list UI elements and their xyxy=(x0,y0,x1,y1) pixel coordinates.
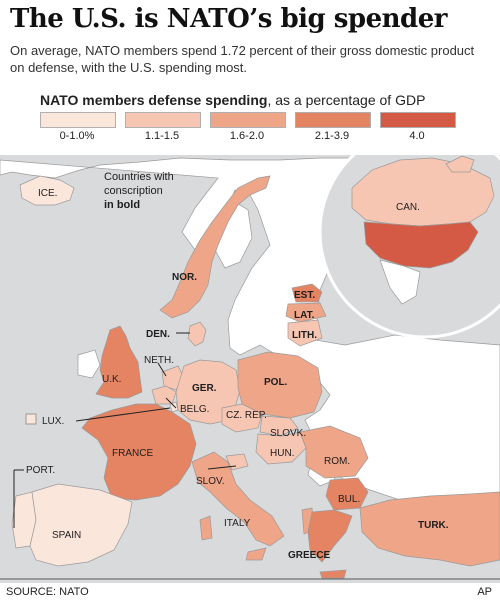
estonia xyxy=(291,283,323,303)
page-title: The U.S. is NATO’s big spender xyxy=(10,4,447,34)
label-spain: SPAIN xyxy=(52,530,81,541)
label-norway: NOR. xyxy=(172,272,197,283)
neth-leader-line xyxy=(157,362,167,377)
greece xyxy=(307,509,353,563)
iceland xyxy=(19,175,75,206)
note-line-1: Countries with xyxy=(104,171,174,183)
ireland xyxy=(77,349,101,379)
belgium xyxy=(151,385,177,405)
label-uk: U.K. xyxy=(102,374,121,385)
label-estonia: EST. xyxy=(294,290,315,301)
poland xyxy=(237,351,323,419)
legend-title-rest: , as a percentage of GDP xyxy=(267,92,426,108)
legend-label-2.1-3.9: 2.1-3.9 xyxy=(314,130,350,142)
label-luxembourg: LUX. xyxy=(42,416,64,427)
label-iceland: ICE. xyxy=(38,188,57,199)
spain xyxy=(29,483,133,567)
legend-label-1.6-2: 1.6-2.0 xyxy=(229,130,265,142)
label-slovenia: SLOV. xyxy=(196,476,225,487)
subtitle: On average, NATO members spend 1.72 perc… xyxy=(10,43,475,75)
legend-swatch-1-1.5 xyxy=(125,112,201,128)
italy xyxy=(191,451,285,547)
crete xyxy=(319,569,347,579)
lithuania xyxy=(287,319,323,347)
label-italy: ITALY xyxy=(224,518,251,529)
label-latvia: LAT. xyxy=(294,310,315,321)
note-line-2: conscription xyxy=(104,185,163,197)
united-states xyxy=(363,221,479,269)
label-hungary: HUN. xyxy=(270,448,294,459)
label-france: FRANCE xyxy=(112,448,153,459)
label-turkey: TURK. xyxy=(418,520,449,531)
united-kingdom xyxy=(95,325,143,399)
label-romania: ROM. xyxy=(324,456,350,467)
label-germany: GER. xyxy=(192,383,217,394)
label-bulgaria: BUL. xyxy=(338,494,360,505)
label-portugal: PORT. xyxy=(26,465,55,476)
lux-leader-line xyxy=(75,407,171,422)
sardinia xyxy=(199,515,213,541)
lux-box xyxy=(25,413,37,425)
leader-lines xyxy=(13,332,237,528)
legend-swatch-4 xyxy=(380,112,456,128)
legend-swatch-1.6-2 xyxy=(210,112,286,128)
credit: AP xyxy=(477,586,492,598)
label-canada: CAN. xyxy=(396,202,420,213)
denmark xyxy=(187,321,207,347)
sicily xyxy=(245,547,267,561)
legend-swatch-2.1-3.9 xyxy=(295,112,371,128)
label-slovakia: SLOVK. xyxy=(270,428,306,439)
slovakia xyxy=(259,415,299,437)
label-netherlands: NETH. xyxy=(144,355,174,366)
label-greece: GREECE xyxy=(288,550,331,561)
france xyxy=(81,403,197,501)
slov-leader-line xyxy=(207,465,237,470)
nato-countries xyxy=(11,175,500,579)
legend-label-1-1.5: 1.1-1.5 xyxy=(144,130,180,142)
label-poland: POL. xyxy=(264,377,288,388)
label-lithuania: LITH. xyxy=(292,330,317,341)
legend-label-4: 4.0 xyxy=(409,130,425,142)
legend-title: NATO members defense spending, as a perc… xyxy=(40,92,425,108)
norway xyxy=(159,175,271,319)
turkey xyxy=(359,491,500,567)
north-america-inset xyxy=(318,155,500,339)
label-belgium: BELG. xyxy=(180,404,209,415)
czech-republic xyxy=(221,403,263,433)
canada xyxy=(351,157,495,227)
legend-title-bold: NATO members defense spending xyxy=(40,92,268,108)
source-note: SOURCE: NATO xyxy=(6,586,89,598)
greenland-edge xyxy=(445,155,475,173)
hungary xyxy=(255,431,307,465)
legend-swatch-0-1 xyxy=(40,112,116,128)
romania xyxy=(299,425,369,479)
note-line-3: in bold xyxy=(104,199,140,211)
belg-leader-line xyxy=(165,397,177,409)
mexico xyxy=(379,259,421,305)
europe-map: ICE. CAN. NOR. EST. LAT. LITH. DEN. NETH… xyxy=(0,155,500,583)
label-czech-republic: CZ. REP. xyxy=(226,410,267,421)
label-denmark: DEN. xyxy=(146,329,170,340)
latvia xyxy=(285,302,327,323)
legend-label-0-1: 0-1.0% xyxy=(59,130,95,142)
